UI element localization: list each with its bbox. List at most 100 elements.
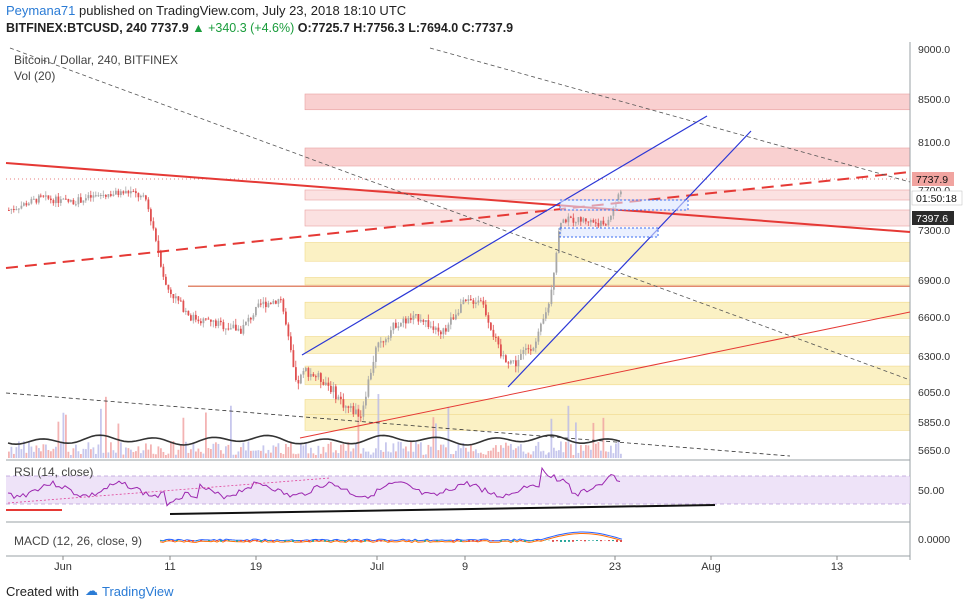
candle-body (140, 195, 142, 198)
candle-body (380, 341, 382, 343)
candle-body (162, 266, 165, 277)
candle-body (187, 310, 190, 316)
candle-body (290, 336, 292, 351)
candle-body (77, 197, 80, 205)
volume-bar (127, 448, 130, 458)
macd-histogram-bar (292, 540, 294, 542)
volume-bar (90, 449, 92, 458)
candle-body (202, 318, 205, 324)
volume-bar (487, 451, 490, 458)
candle-body (612, 207, 615, 216)
volume-bar (135, 451, 137, 458)
volume-bar (122, 454, 125, 458)
candle-body (567, 216, 570, 223)
time-tick-label: Jul (370, 561, 384, 573)
volume-bar (510, 443, 512, 458)
volume-bar (217, 443, 220, 458)
candle-body (335, 386, 337, 400)
volume-bar (590, 449, 592, 458)
candle-body (590, 220, 592, 223)
candle-body (250, 317, 252, 320)
candle-body (97, 195, 100, 197)
candle-body (525, 348, 527, 351)
candle-body (397, 326, 400, 328)
macd-histogram-bar (172, 540, 174, 542)
candle-body (170, 289, 172, 295)
candle-body (8, 210, 10, 211)
volume-bar (237, 451, 240, 458)
candle-body (558, 231, 560, 253)
author-link[interactable]: Peymana71 (6, 3, 76, 18)
candle-body (125, 190, 127, 194)
volume-bar (70, 454, 72, 458)
support-zone (304, 301, 911, 319)
candle-body (450, 317, 452, 325)
volume-bar (397, 441, 400, 458)
candle-body (540, 323, 542, 332)
price-tick-label: 6600.0 (918, 312, 950, 324)
rsi-support-line (169, 504, 716, 515)
volume-bar (77, 451, 80, 458)
volume-bar (332, 452, 335, 458)
candle-body (87, 195, 90, 199)
candle-body (500, 344, 502, 357)
macd-histogram-bar (368, 540, 370, 542)
volume-bar (407, 451, 410, 458)
candle-body (345, 406, 347, 408)
volume-bar (170, 441, 172, 458)
volume-bar (302, 445, 305, 458)
volume-bar (307, 453, 310, 458)
volume-bar (227, 444, 230, 458)
volume-bar (327, 443, 330, 458)
candle-body (337, 396, 340, 400)
volume-bar (185, 441, 187, 458)
macd-histogram-bar (320, 540, 322, 542)
candle-body (447, 324, 450, 332)
candle-body (392, 322, 395, 331)
volume-bar (545, 454, 547, 458)
candle-body (580, 217, 582, 222)
candle-body (105, 194, 107, 197)
volume-bar (282, 454, 285, 458)
volume-bar (520, 444, 522, 458)
volume-legend: Vol (20) (14, 69, 55, 83)
volume-bar (102, 452, 105, 458)
volume-bar (355, 443, 357, 458)
candle-body (537, 331, 540, 342)
candle-body (550, 289, 553, 305)
candle-body (277, 299, 280, 304)
candle-body (192, 314, 195, 321)
candle-body (315, 376, 317, 378)
volume-bar (577, 452, 580, 458)
candle-body (232, 324, 235, 329)
macd-histogram-bar (524, 540, 526, 542)
candle-body (620, 191, 622, 195)
candle-body (387, 337, 390, 340)
volume-bar (450, 454, 452, 458)
volume-bar (35, 445, 38, 458)
candle-body (445, 328, 447, 332)
volume-bar (380, 450, 382, 458)
macd-histogram-bar (612, 540, 614, 542)
volume-bar (565, 441, 567, 458)
candle-body (247, 317, 250, 322)
candle-body (530, 349, 532, 351)
candle-body (555, 252, 558, 273)
macd-histogram-bar (616, 540, 618, 542)
candle-body (600, 220, 602, 227)
macd-histogram-bar (216, 540, 218, 542)
volume-bar (612, 453, 615, 458)
volume-bar (392, 443, 395, 458)
candle-body (485, 304, 487, 316)
volume-bar (530, 454, 532, 458)
candle-body (67, 199, 70, 202)
tradingview-logo[interactable]: ☁ TradingView (85, 583, 174, 599)
published-text: published on TradingView.com, July 23, 2… (79, 3, 407, 18)
candle-body (617, 194, 620, 203)
ascending-red-trendline (299, 311, 911, 439)
volume-bar (197, 448, 200, 458)
volume-bar (25, 452, 28, 458)
volume-bar (467, 451, 470, 458)
candle-body (177, 296, 180, 301)
